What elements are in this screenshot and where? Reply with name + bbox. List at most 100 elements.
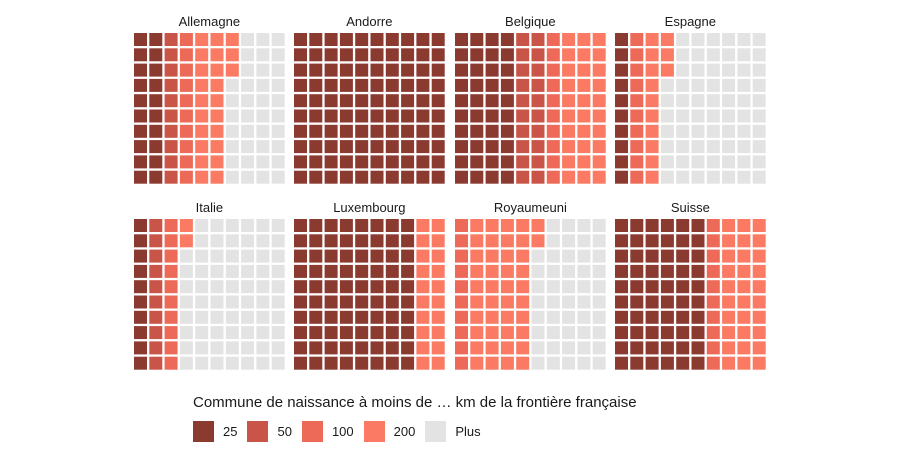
waffle-cell: [294, 219, 307, 232]
waffle-cell: [294, 155, 307, 169]
waffle-cell: [706, 219, 720, 232]
waffle-cell: [431, 310, 445, 324]
waffle-cell: [225, 326, 239, 340]
waffle-cell: [485, 264, 499, 278]
waffle-cell: [309, 219, 323, 232]
waffle-cell: [706, 109, 720, 123]
waffle-cell: [401, 140, 415, 154]
waffle-cell: [195, 48, 209, 62]
waffle-cell: [722, 124, 736, 138]
waffle-cell: [271, 249, 285, 263]
waffle-cell: [309, 78, 323, 92]
waffle-cell: [516, 109, 530, 123]
waffle-cell: [546, 234, 560, 248]
waffle-cell: [691, 33, 705, 46]
waffle-cell: [339, 249, 353, 263]
waffle-cell: [470, 295, 484, 309]
waffle-cell: [531, 219, 545, 232]
waffle-cell: [630, 356, 644, 370]
waffle-cell: [485, 124, 499, 138]
waffle-cell: [516, 124, 530, 138]
waffle-cell: [370, 326, 384, 340]
waffle-cell: [676, 63, 690, 77]
waffle-cell: [615, 264, 628, 278]
waffle-cell: [149, 280, 163, 294]
waffle-cell: [455, 94, 468, 108]
waffle-cell: [416, 140, 430, 154]
waffle-cell: [752, 63, 766, 77]
waffle-cell: [370, 63, 384, 77]
waffle-cell: [455, 295, 468, 309]
waffle-cell: [485, 280, 499, 294]
waffle-cell: [370, 94, 384, 108]
waffle-cell: [370, 234, 384, 248]
waffle-cell: [225, 341, 239, 355]
waffle-cell: [370, 155, 384, 169]
waffle-cell: [706, 326, 720, 340]
waffle-cell: [752, 124, 766, 138]
waffle-cell: [645, 124, 659, 138]
waffle-cell: [416, 63, 430, 77]
waffle-cell: [470, 155, 484, 169]
waffle-cell: [149, 341, 163, 355]
waffle-cell: [256, 234, 270, 248]
waffle-cell: [431, 341, 445, 355]
waffle-cell: [676, 310, 690, 324]
waffle-cell: [645, 264, 659, 278]
waffle-cell: [355, 63, 369, 77]
panel-title: Andorre: [346, 14, 392, 29]
waffle-cell: [737, 234, 751, 248]
legend: 25 50 100 200 Plus: [193, 420, 491, 442]
waffle-cell: [546, 155, 560, 169]
waffle-cell: [164, 341, 178, 355]
legend-label-100: 100: [331, 423, 354, 439]
waffle-cell: [355, 94, 369, 108]
waffle-cell: [660, 109, 674, 123]
waffle-cell: [416, 249, 430, 263]
waffle-cell: [149, 310, 163, 324]
waffle-cell: [691, 356, 705, 370]
waffle-cell: [324, 170, 338, 184]
waffle-cell: [691, 310, 705, 324]
waffle-cell: [195, 94, 209, 108]
waffle-cell: [615, 219, 628, 232]
waffle-cell: [516, 280, 530, 294]
waffle-cell: [562, 326, 576, 340]
waffle-cell: [562, 33, 576, 46]
waffle-cell: [737, 326, 751, 340]
waffle-cell: [660, 78, 674, 92]
waffle-cell: [737, 78, 751, 92]
waffle-cell: [416, 295, 430, 309]
waffle-cell: [722, 249, 736, 263]
waffle-cell: [592, 109, 606, 123]
waffle-cell: [225, 94, 239, 108]
waffle-cell: [339, 48, 353, 62]
waffle-cell: [355, 124, 369, 138]
waffle-cell: [164, 78, 178, 92]
waffle-cell: [752, 33, 766, 46]
waffle-cell: [339, 170, 353, 184]
waffle-cell: [630, 219, 644, 232]
waffle-cell: [210, 109, 224, 123]
waffle-cell: [706, 310, 720, 324]
waffle-cell: [271, 341, 285, 355]
waffle-cell: [630, 234, 644, 248]
waffle-cell: [324, 295, 338, 309]
waffle-cell: [737, 310, 751, 324]
waffle-cell: [645, 326, 659, 340]
waffle-cell: [645, 33, 659, 46]
waffle-cell: [271, 124, 285, 138]
waffle-cell: [401, 341, 415, 355]
waffle-cell: [660, 63, 674, 77]
waffle-cell: [455, 63, 468, 77]
waffle-cell: [195, 63, 209, 77]
waffle-cell: [324, 326, 338, 340]
legend-label-plus: Plus: [455, 423, 481, 439]
waffle-cell: [470, 109, 484, 123]
waffle-cell: [592, 63, 606, 77]
waffle-cell: [531, 356, 545, 370]
waffle-cell: [324, 78, 338, 92]
waffle-cell: [431, 295, 445, 309]
waffle-cell: [210, 78, 224, 92]
waffle-cell: [592, 295, 606, 309]
